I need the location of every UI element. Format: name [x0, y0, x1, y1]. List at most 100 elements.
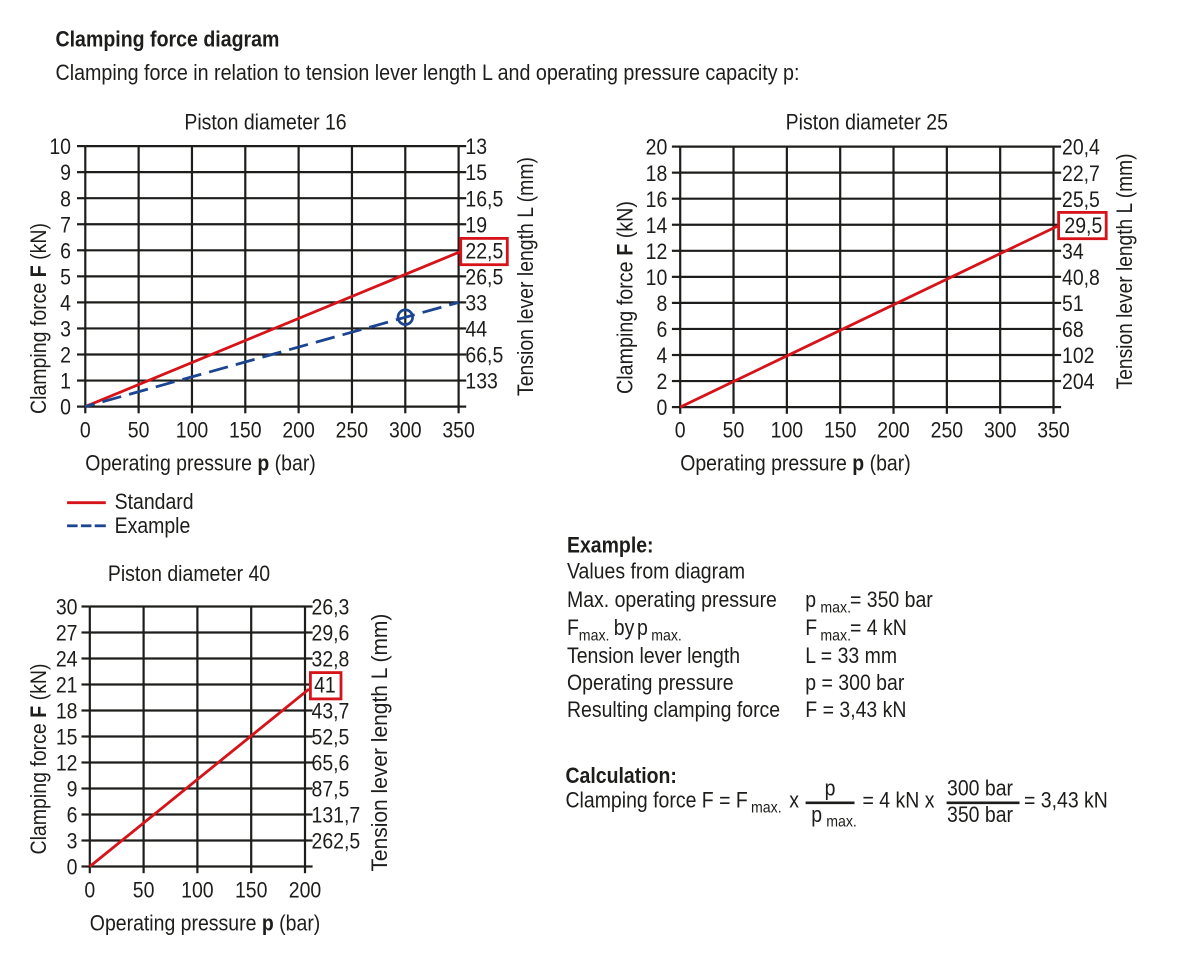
- svg-text:43,7: 43,7: [312, 700, 350, 724]
- svg-text:Piston diameter 40: Piston diameter 40: [108, 562, 270, 586]
- svg-text:12: 12: [56, 752, 78, 776]
- svg-text:27: 27: [56, 622, 78, 646]
- svg-text:131,7: 131,7: [312, 804, 361, 828]
- svg-text:max.: max.: [751, 799, 782, 817]
- svg-text:4: 4: [60, 291, 71, 315]
- svg-text:133: 133: [465, 370, 497, 394]
- svg-text:2: 2: [656, 370, 667, 394]
- svg-text:7: 7: [60, 213, 71, 237]
- svg-text:24: 24: [56, 648, 78, 672]
- svg-text:14: 14: [646, 214, 668, 238]
- svg-text:20,4: 20,4: [1062, 136, 1100, 160]
- svg-text:12: 12: [646, 240, 668, 264]
- svg-text:F: F: [805, 616, 817, 640]
- svg-text:Clamping force in relation to: Clamping force in relation to tension le…: [56, 61, 800, 85]
- svg-text:26,5: 26,5: [465, 265, 503, 289]
- svg-text:150: 150: [824, 418, 856, 442]
- svg-text:32,8: 32,8: [312, 648, 350, 672]
- svg-text:1: 1: [60, 370, 71, 394]
- svg-text:18: 18: [56, 700, 78, 724]
- svg-text:0: 0: [656, 396, 667, 420]
- svg-text:21: 21: [56, 674, 78, 698]
- svg-text:150: 150: [235, 878, 267, 902]
- svg-text:max.: max.: [826, 813, 857, 831]
- svg-text:9: 9: [67, 778, 78, 802]
- svg-text:Calculation:: Calculation:: [566, 764, 677, 788]
- svg-text:41: 41: [314, 674, 336, 698]
- svg-text:66,5: 66,5: [465, 344, 503, 368]
- svg-text:Tension lever length L (mm): Tension lever length L (mm): [368, 614, 393, 872]
- svg-text:13: 13: [465, 135, 487, 159]
- svg-text:max.: max.: [579, 627, 610, 645]
- svg-text:3: 3: [60, 318, 71, 342]
- svg-text:200: 200: [282, 418, 314, 442]
- svg-text:15: 15: [465, 161, 487, 185]
- svg-text:0: 0: [84, 878, 95, 902]
- svg-text:65,6: 65,6: [312, 752, 350, 776]
- svg-text:50: 50: [128, 418, 150, 442]
- svg-text:350: 350: [1037, 418, 1069, 442]
- svg-text:0: 0: [67, 856, 78, 880]
- svg-text:20: 20: [646, 136, 668, 160]
- svg-text:Piston diameter 25: Piston diameter 25: [786, 110, 948, 134]
- svg-text:40,8: 40,8: [1062, 266, 1100, 290]
- svg-text:Operating pressure p (bar): Operating pressure p (bar): [90, 911, 321, 935]
- svg-text:max.: max.: [820, 627, 851, 645]
- svg-text:9: 9: [60, 161, 71, 185]
- svg-text:16: 16: [646, 188, 668, 212]
- svg-text:Resulting clamping force: Resulting clamping force: [567, 698, 780, 722]
- svg-text:6: 6: [67, 804, 78, 828]
- svg-text:= 4 kN: = 4 kN: [850, 616, 907, 640]
- svg-text:102: 102: [1062, 344, 1094, 368]
- svg-text:200: 200: [877, 418, 909, 442]
- svg-text:= 350 bar: = 350 bar: [850, 588, 933, 612]
- svg-text:262,5: 262,5: [312, 830, 361, 854]
- svg-text:350: 350: [442, 418, 474, 442]
- svg-text:300: 300: [984, 418, 1016, 442]
- svg-text:19: 19: [465, 213, 487, 237]
- svg-text:100: 100: [771, 418, 803, 442]
- svg-text:100: 100: [176, 418, 208, 442]
- svg-text:33: 33: [465, 291, 487, 315]
- svg-text:200: 200: [289, 878, 321, 902]
- svg-text:Operating pressure p (bar): Operating pressure p (bar): [680, 451, 911, 475]
- svg-text:p: p: [637, 616, 648, 640]
- svg-text:29,6: 29,6: [312, 622, 350, 646]
- svg-text:0: 0: [675, 418, 686, 442]
- svg-text:F = 3,43 kN: F = 3,43 kN: [805, 698, 906, 722]
- svg-text:0: 0: [80, 418, 91, 442]
- svg-text:30: 30: [56, 596, 78, 620]
- svg-text:4: 4: [656, 344, 667, 368]
- svg-text:8: 8: [656, 292, 667, 316]
- svg-text:26,3: 26,3: [312, 596, 350, 620]
- svg-text:Clamping force F (kN): Clamping force F (kN): [27, 223, 51, 414]
- svg-text:250: 250: [931, 418, 963, 442]
- svg-text:Standard: Standard: [115, 490, 194, 514]
- svg-text:p = 300 bar: p = 300 bar: [805, 671, 904, 695]
- svg-text:Tension lever length: Tension lever length: [567, 644, 740, 668]
- svg-text:Operating pressure p (bar): Operating pressure p (bar): [85, 451, 316, 475]
- svg-text:50: 50: [723, 418, 745, 442]
- svg-text:Clamping force F (kN): Clamping force F (kN): [614, 201, 638, 394]
- svg-text:max.: max.: [651, 627, 682, 645]
- svg-text:300: 300: [389, 418, 421, 442]
- svg-text:by: by: [614, 616, 635, 640]
- svg-text:150: 150: [229, 418, 261, 442]
- svg-text:Operating pressure: Operating pressure: [567, 671, 734, 695]
- svg-text:250: 250: [336, 418, 368, 442]
- svg-text:6: 6: [656, 318, 667, 342]
- svg-text:Piston diameter 16: Piston diameter 16: [184, 110, 346, 134]
- svg-text:87,5: 87,5: [312, 778, 350, 802]
- svg-text:Values from diagram: Values from diagram: [567, 559, 745, 583]
- svg-text:51: 51: [1062, 292, 1084, 316]
- svg-text:10: 10: [646, 266, 668, 290]
- svg-text:Example:: Example:: [567, 533, 654, 557]
- svg-text:29,5: 29,5: [1064, 214, 1102, 238]
- svg-text:68: 68: [1062, 318, 1084, 342]
- svg-text:18: 18: [646, 162, 668, 186]
- svg-text:52,5: 52,5: [312, 726, 350, 750]
- svg-text:F: F: [567, 616, 579, 640]
- svg-text:Max. operating pressure: Max. operating pressure: [567, 588, 777, 612]
- svg-text:x: x: [789, 788, 799, 812]
- svg-text:2: 2: [60, 344, 71, 368]
